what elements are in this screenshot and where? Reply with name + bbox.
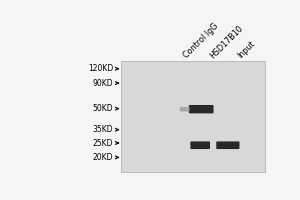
FancyBboxPatch shape: [216, 141, 239, 149]
Bar: [121, 61, 266, 172]
Text: 35KD: 35KD: [92, 125, 113, 134]
Text: 120KD: 120KD: [88, 64, 113, 73]
Text: 90KD: 90KD: [92, 79, 113, 88]
Text: 25KD: 25KD: [93, 139, 113, 148]
FancyBboxPatch shape: [189, 105, 214, 113]
Text: Input: Input: [236, 39, 257, 60]
Text: HSD17B10: HSD17B10: [208, 24, 245, 60]
Text: 20KD: 20KD: [93, 153, 113, 162]
FancyBboxPatch shape: [190, 141, 210, 149]
Text: 50KD: 50KD: [92, 104, 113, 113]
FancyBboxPatch shape: [180, 107, 190, 112]
Text: Control IgG: Control IgG: [181, 22, 220, 60]
